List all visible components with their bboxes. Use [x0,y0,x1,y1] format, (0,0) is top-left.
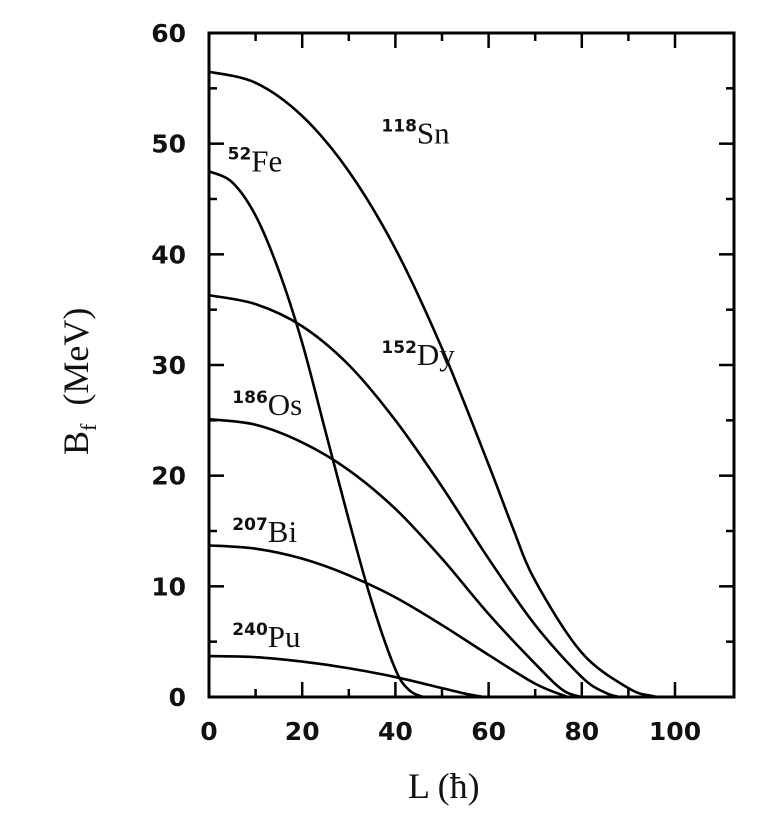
plot-frame [207,31,736,699]
x-axis-tick-labels: 0 20 40 60 80 100 [200,717,701,746]
curve-pu [208,654,485,699]
x-tick-label: 40 [378,717,413,746]
y-tick-label: 10 [151,572,186,601]
curve-sn [208,70,662,699]
x-tick-label: 100 [649,717,701,746]
svg-text:Bf(MeV): Bf (MeV) [56,308,101,455]
y-tick-label: 0 [169,683,186,712]
y-axis-title: Bf (MeV) [56,308,101,455]
x-tick-label: 60 [471,717,506,746]
y-tick-label: 30 [151,351,186,380]
curve-dy [208,294,620,699]
isotope-labels: 118Sn 52Fe 152Dy 186Os 207Bi 240Pu [228,116,456,655]
y-axis-title-sub: f [76,423,101,431]
y-tick-label: 50 [151,130,186,159]
y-axis-tick-labels: 0 10 20 30 40 50 60 [151,19,186,712]
x-axis-title-text: L (ħ) [408,766,480,806]
curve-fe [208,170,424,699]
y-tick-label: 20 [151,462,186,491]
axis-ticks [209,33,734,697]
isotope-label-sn: 118Sn [381,116,450,151]
x-axis-title: L (ħ) [408,766,480,806]
curve-os [208,417,583,699]
y-axis-title-unit: (MeV) [56,308,96,406]
x-tick-label: 80 [564,717,599,746]
x-tick-label: 0 [200,717,217,746]
isotope-label-fe: 52Fe [228,143,283,178]
isotope-label-pu: 240Pu [232,619,300,654]
curves [208,70,662,699]
y-tick-label: 40 [151,240,186,269]
y-axis-title-main: B [56,431,96,455]
isotope-label-os: 186Os [232,387,302,422]
x-tick-label: 20 [285,717,320,746]
isotope-label-dy: 152Dy [381,337,455,372]
curve-bi [208,544,569,699]
isotope-label-bi: 207Bi [232,514,297,549]
y-tick-label: 60 [151,19,186,48]
